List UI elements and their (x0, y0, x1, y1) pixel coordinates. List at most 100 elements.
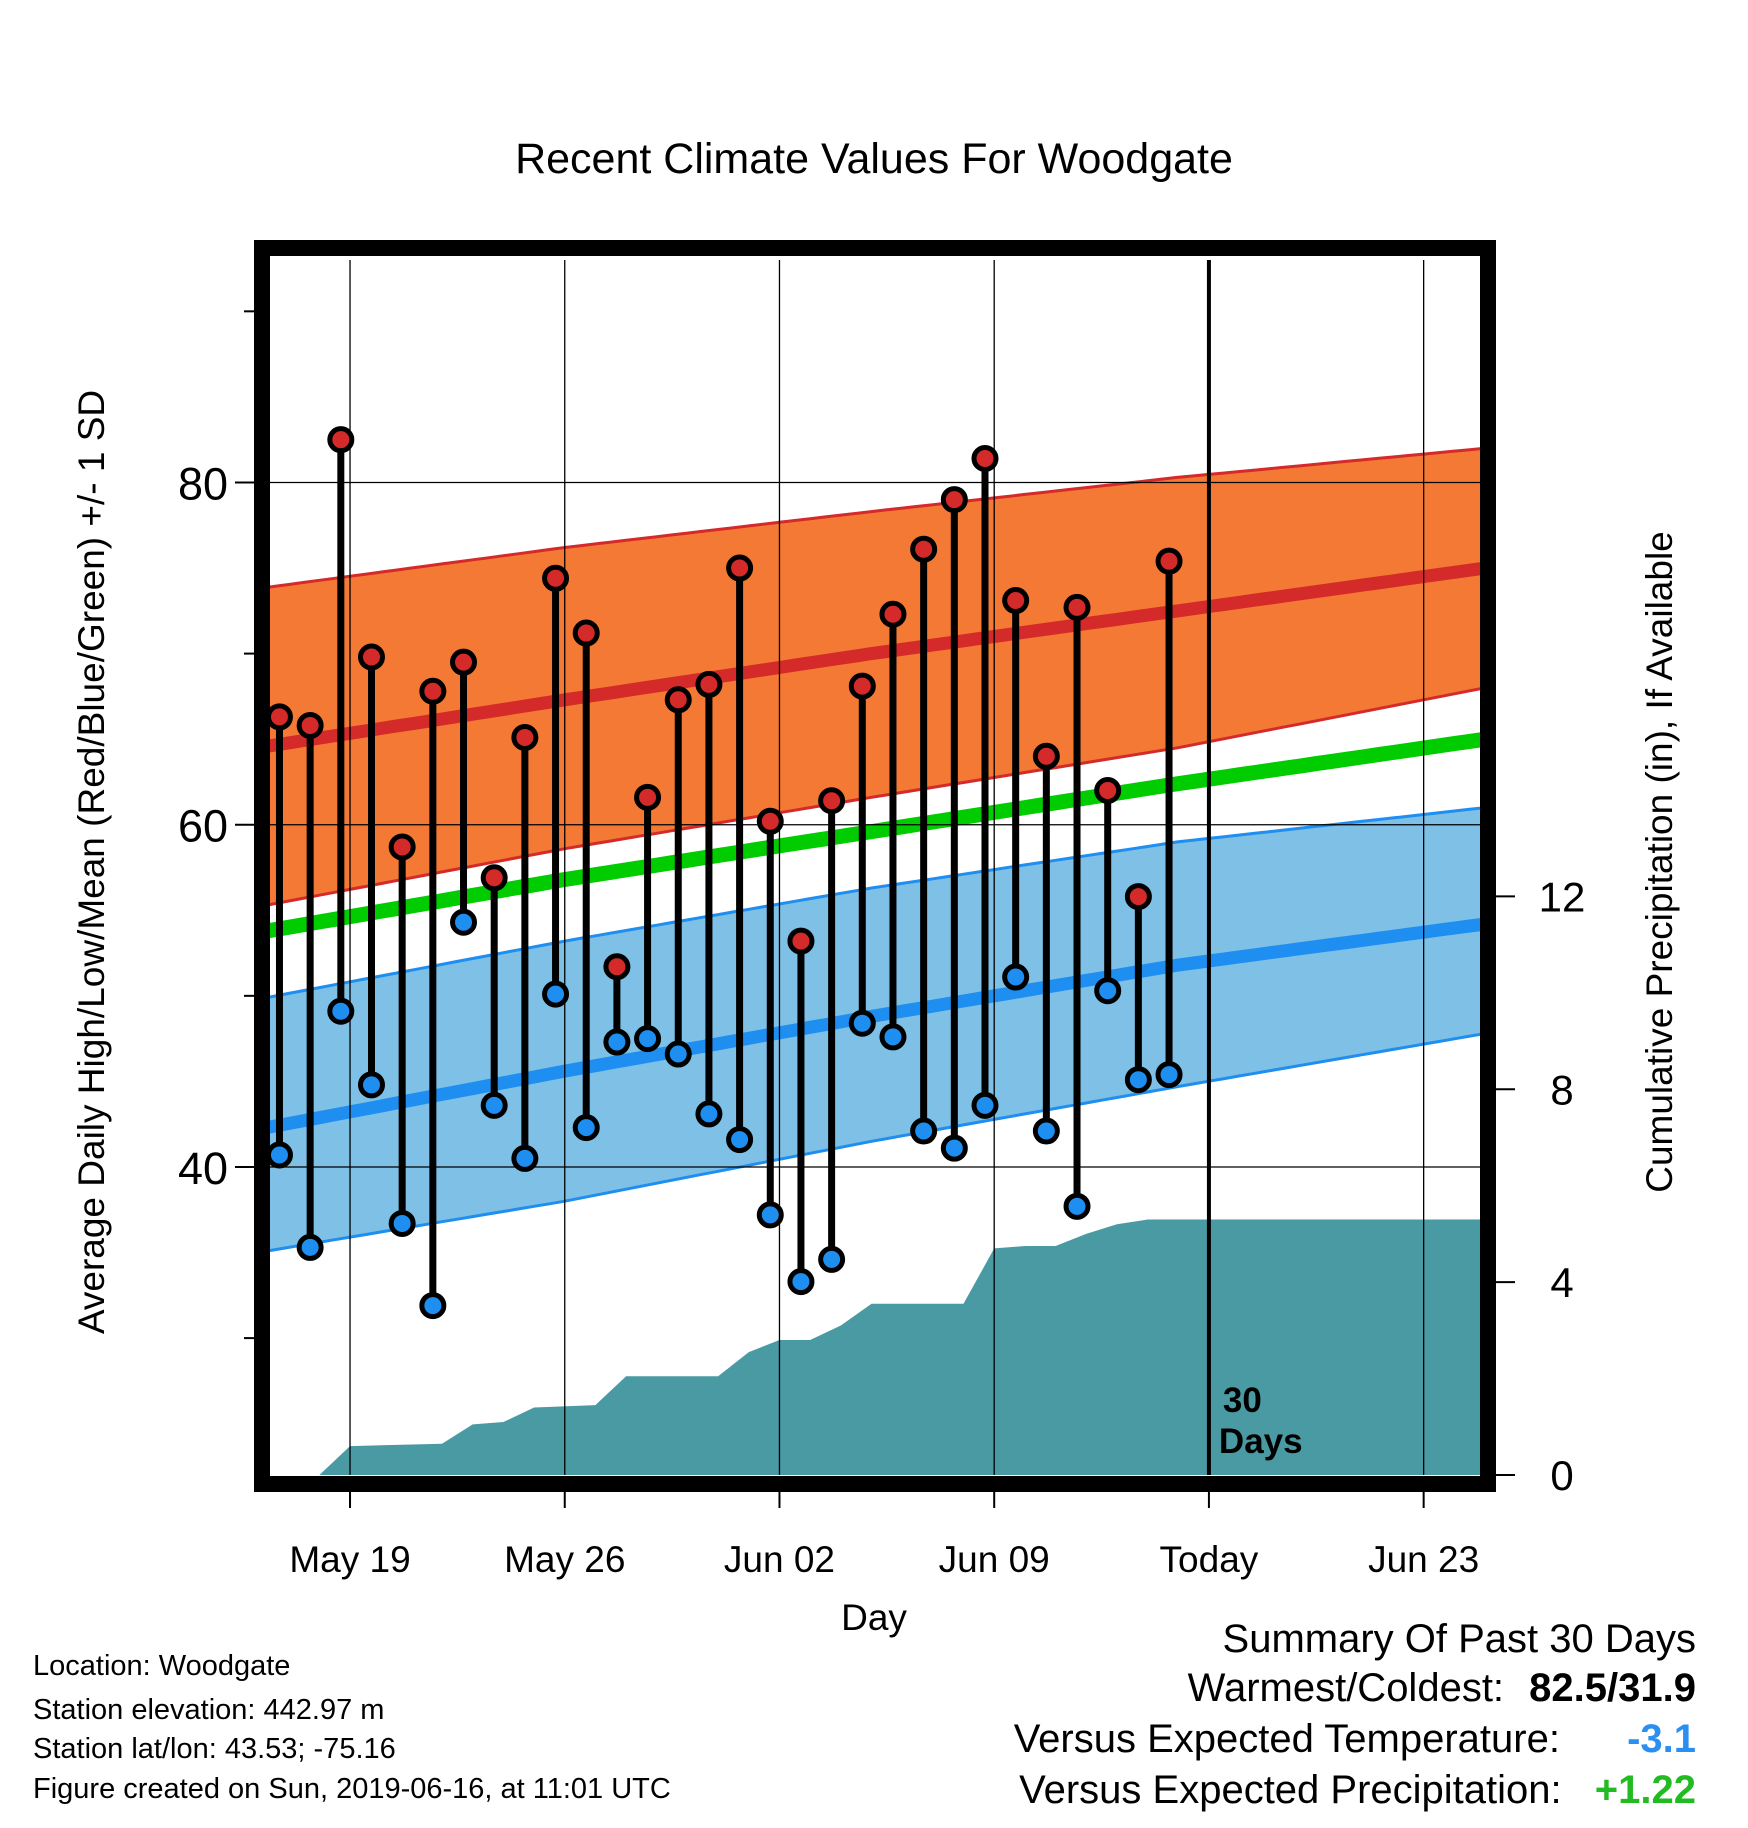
low-point-3 (357, 1071, 385, 1099)
high-point-29 (1155, 547, 1183, 575)
high-point-20 (879, 600, 907, 628)
y-tick-label-precip-4: 4 (1550, 1259, 1573, 1306)
low-point-27 (1094, 977, 1122, 1005)
high-point-10 (572, 619, 600, 647)
today-note: 30 Days (1219, 1381, 1303, 1461)
x-tick-label-5: Jun 23 (1368, 1539, 1479, 1580)
high-point-26 (1063, 593, 1091, 621)
high-point-1 (296, 711, 324, 739)
normal-low-upper-edge (270, 806, 1483, 999)
low-point-18 (818, 1245, 846, 1273)
warm-cold-value: 82.5/31.9 (1529, 1666, 1696, 1710)
y-axis-label-right: Cumulative Precipitation (in), If Availa… (1639, 531, 1680, 1193)
high-point-21 (910, 535, 938, 563)
low-point-26 (1063, 1192, 1091, 1220)
normal-low-band (270, 807, 1483, 1251)
high-point-0 (270, 703, 293, 731)
low-point-16 (756, 1201, 784, 1229)
low-point-2 (327, 997, 355, 1025)
high-point-23 (971, 445, 999, 473)
high-point-12 (634, 783, 662, 811)
figure-created: Figure created on Sun, 2019-06-16, at 11… (33, 1773, 671, 1805)
low-point-1 (296, 1233, 324, 1261)
summary-temperature: Versus Expected Temperature: -3.1 (1014, 1717, 1696, 1762)
high-point-3 (357, 643, 385, 671)
high-point-22 (940, 486, 968, 514)
low-point-6 (450, 908, 478, 936)
high-point-28 (1124, 883, 1152, 911)
high-point-15 (726, 554, 754, 582)
high-point-18 (818, 787, 846, 815)
low-point-17 (787, 1268, 815, 1296)
high-point-25 (1032, 742, 1060, 770)
y-tick-label-precip-12: 12 (1539, 873, 1586, 920)
high-point-8 (511, 723, 539, 751)
low-point-15 (726, 1126, 754, 1154)
station-location: Location: Woodgate (33, 1650, 291, 1682)
precip-label: Versus Expected Precipitation: (1019, 1768, 1562, 1812)
low-point-8 (511, 1144, 539, 1172)
low-point-4 (388, 1209, 416, 1237)
high-point-11 (603, 953, 631, 981)
low-point-0 (270, 1141, 293, 1169)
high-point-4 (388, 833, 416, 861)
low-point-28 (1124, 1066, 1152, 1094)
station-latlon: Station lat/lon: 43.53; -75.16 (33, 1733, 396, 1765)
y-tick-label-precip-0: 0 (1550, 1452, 1573, 1499)
y-axis-label-left: Average Daily High/Low/Mean (Red/Blue/Gr… (71, 390, 112, 1334)
summary-precipitation: Versus Expected Precipitation: +1.22 (1019, 1768, 1696, 1813)
x-tick-label-3: Jun 09 (939, 1539, 1050, 1580)
low-point-5 (419, 1292, 447, 1320)
station-elevation: Station elevation: 442.97 m (33, 1694, 385, 1726)
low-point-7 (480, 1091, 508, 1119)
y-tick-label-temp-80: 80 (178, 458, 228, 509)
high-point-7 (480, 864, 508, 892)
high-point-2 (327, 426, 355, 454)
low-point-21 (910, 1117, 938, 1145)
high-point-6 (450, 648, 478, 676)
high-point-9 (542, 564, 570, 592)
precip-area (270, 1219, 1483, 1475)
high-point-16 (756, 807, 784, 835)
high-point-5 (419, 677, 447, 705)
high-point-14 (695, 670, 723, 698)
low-point-29 (1155, 1061, 1183, 1089)
high-point-24 (1002, 587, 1030, 615)
low-point-12 (634, 1025, 662, 1053)
summary-warm-cold: Warmest/Coldest: 82.5/31.9 (1188, 1666, 1696, 1711)
low-point-20 (879, 1023, 907, 1051)
low-point-9 (542, 980, 570, 1008)
y-tick-label-temp-40: 40 (178, 1143, 228, 1194)
high-point-19 (848, 672, 876, 700)
plot-frame (254, 240, 1496, 1492)
low-point-13 (664, 1040, 692, 1068)
temp-value: -3.1 (1627, 1717, 1696, 1761)
low-point-19 (848, 1009, 876, 1037)
low-point-22 (940, 1134, 968, 1162)
normal-high-upper-edge (270, 446, 1483, 589)
plot-area (270, 260, 1483, 1475)
precip-value: +1.22 (1594, 1768, 1696, 1812)
low-point-25 (1032, 1117, 1060, 1145)
low-point-11 (603, 1028, 631, 1056)
summary-heading: Summary Of Past 30 Days (1222, 1617, 1696, 1661)
high-point-17 (787, 927, 815, 955)
x-tick-label-4: Today (1160, 1539, 1259, 1580)
temp-label: Versus Expected Temperature: (1013, 1717, 1560, 1761)
warm-cold-label: Warmest/Coldest: (1187, 1666, 1505, 1710)
low-point-24 (1002, 963, 1030, 991)
y-tick-label-precip-8: 8 (1550, 1066, 1573, 1113)
normal-low-lower-edge (270, 1032, 1483, 1253)
x-tick-label-1: May 26 (504, 1539, 625, 1580)
x-tick-label-0: May 19 (289, 1539, 410, 1580)
high-point-27 (1094, 776, 1122, 804)
y-tick-label-temp-60: 60 (178, 801, 228, 852)
x-axis-label: Day (841, 1597, 907, 1638)
high-point-13 (664, 686, 692, 714)
low-point-10 (572, 1114, 600, 1142)
low-point-14 (695, 1100, 723, 1128)
x-tick-label-2: Jun 02 (724, 1539, 835, 1580)
chart-title: Recent Climate Values For Woodgate (515, 135, 1233, 183)
low-point-23 (971, 1091, 999, 1119)
